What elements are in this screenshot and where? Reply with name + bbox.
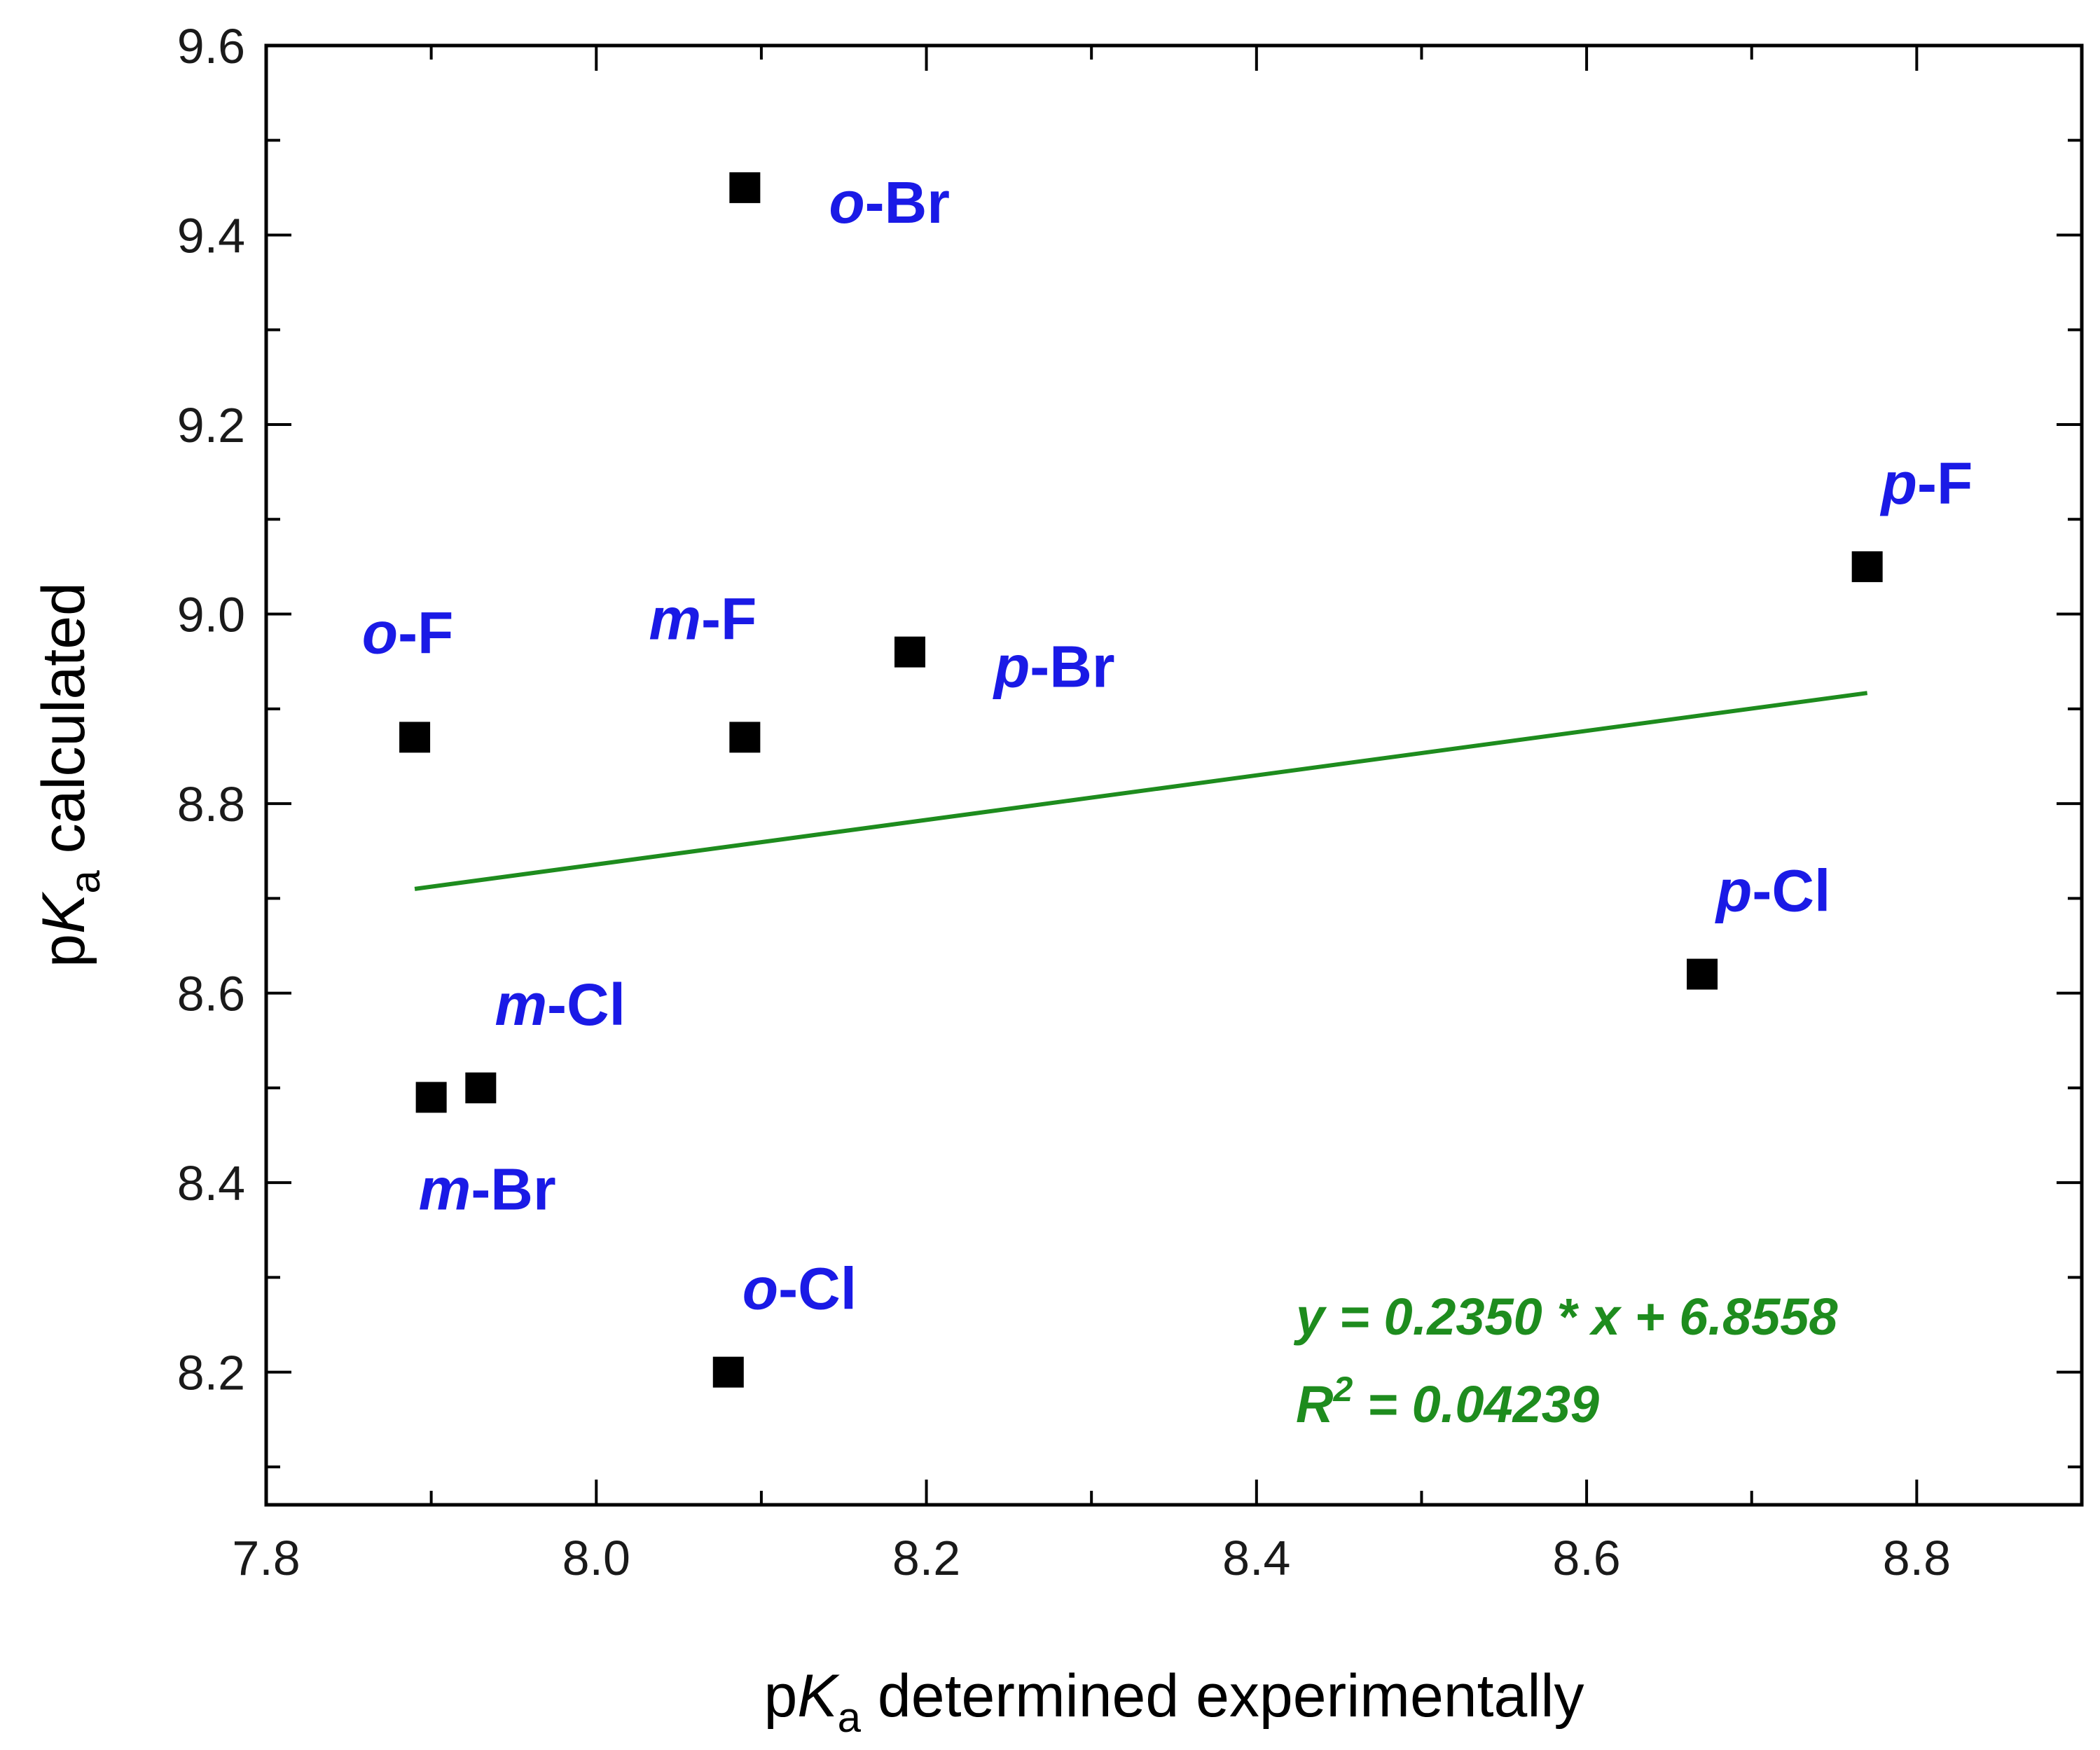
data-point-label: m-Br — [419, 1156, 556, 1222]
data-point-marker — [1851, 551, 1883, 582]
data-point-label: m-Cl — [495, 972, 626, 1038]
fit-r-squared: R2 = 0.04239 — [1296, 1370, 1599, 1433]
fit-equation: y = 0.2350 * x + 6.8558 — [1293, 1288, 1838, 1346]
x-tick-label: 8.6 — [1552, 1531, 1620, 1585]
data-points: o-Br p-F o-F m-F p-Br p-Cl m-Cl m-Br o-Cl — [362, 170, 1973, 1388]
y-tick-label: 8.2 — [177, 1346, 245, 1400]
y-tick-label: 8.4 — [177, 1156, 245, 1211]
y-tick-label: 9.2 — [177, 398, 245, 453]
x-tick-label: 8.2 — [892, 1531, 960, 1585]
data-point-label: p-F — [1880, 450, 1973, 516]
data-point-marker — [729, 172, 761, 203]
data-point-marker — [712, 1356, 744, 1388]
y-tick-label: 9.6 — [177, 19, 245, 74]
data-point-label: p-Cl — [1715, 858, 1830, 924]
x-tick-label: 8.4 — [1222, 1531, 1290, 1585]
data-point-marker — [1687, 958, 1718, 990]
data-point-label: o-Cl — [742, 1256, 857, 1322]
data-point-marker — [729, 722, 761, 753]
data-point-label: m-F — [649, 586, 757, 652]
data-point-label: p-Br — [993, 634, 1115, 700]
data-point-label: o-F — [362, 600, 454, 666]
y-tick-label: 8.8 — [177, 777, 245, 832]
x-tick-label: 7.8 — [232, 1531, 300, 1585]
data-point-marker — [465, 1072, 497, 1103]
data-point-marker — [415, 1082, 447, 1113]
y-tick-label: 8.6 — [177, 967, 245, 1021]
fit-line — [414, 691, 1868, 891]
y-tick-label: 9.4 — [177, 209, 245, 263]
data-point-label: o-Br — [829, 170, 950, 235]
x-tick-label: 8.8 — [1883, 1531, 1951, 1585]
data-point-marker — [894, 636, 925, 668]
y-axis-title: pKa calculated — [30, 582, 109, 967]
data-point-marker — [399, 722, 431, 753]
axis-ticks: 7.8 8.0 8.2 8.4 8.6 8.8 8.2 8.4 8.6 8.8 9.0 9.2 9.4 9… — [177, 19, 2083, 1585]
x-tick-label: 8.0 — [562, 1531, 630, 1585]
y-tick-label: 9.0 — [177, 588, 245, 642]
fit-group — [414, 691, 1868, 891]
plot-frame — [264, 43, 2084, 1507]
x-axis-title: pKa determined experimentally — [764, 1662, 1584, 1741]
